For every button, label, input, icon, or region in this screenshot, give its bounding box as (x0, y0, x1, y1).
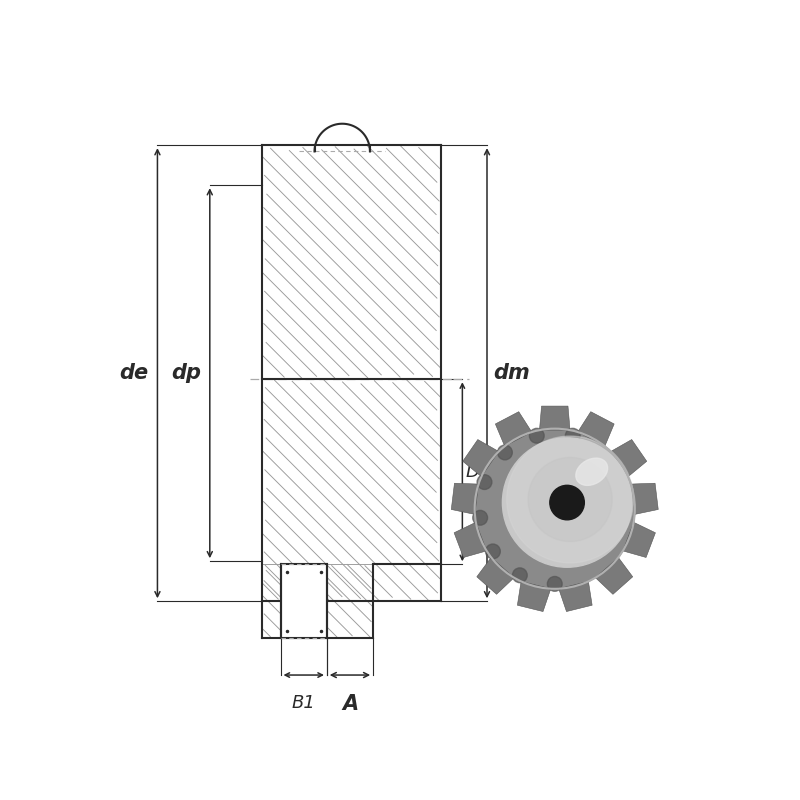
Circle shape (515, 445, 625, 554)
Circle shape (566, 428, 580, 443)
Text: dm: dm (493, 363, 530, 383)
Circle shape (474, 429, 635, 589)
Circle shape (502, 438, 632, 567)
PathPatch shape (262, 146, 441, 379)
Polygon shape (623, 522, 655, 558)
Ellipse shape (576, 458, 608, 486)
PathPatch shape (262, 564, 373, 638)
Polygon shape (477, 558, 514, 594)
Polygon shape (454, 522, 486, 558)
Text: B1: B1 (292, 694, 316, 711)
Text: dp: dp (171, 363, 202, 383)
Circle shape (506, 436, 634, 563)
Circle shape (498, 445, 512, 460)
Polygon shape (281, 564, 327, 638)
Circle shape (550, 486, 584, 520)
Polygon shape (451, 483, 478, 514)
Text: de: de (119, 363, 149, 383)
PathPatch shape (262, 379, 441, 601)
Polygon shape (518, 582, 550, 611)
Polygon shape (539, 406, 570, 430)
Circle shape (528, 458, 612, 542)
Text: D1: D1 (466, 462, 491, 481)
Circle shape (513, 568, 527, 582)
Circle shape (547, 577, 562, 591)
Text: A: A (342, 694, 358, 714)
Polygon shape (558, 582, 592, 611)
Circle shape (486, 544, 500, 559)
Polygon shape (610, 439, 646, 477)
Polygon shape (578, 412, 614, 446)
Circle shape (473, 510, 487, 525)
Polygon shape (631, 483, 658, 514)
Circle shape (530, 428, 544, 443)
Polygon shape (462, 439, 498, 477)
Polygon shape (595, 558, 633, 594)
Polygon shape (495, 412, 532, 446)
Circle shape (477, 474, 492, 490)
